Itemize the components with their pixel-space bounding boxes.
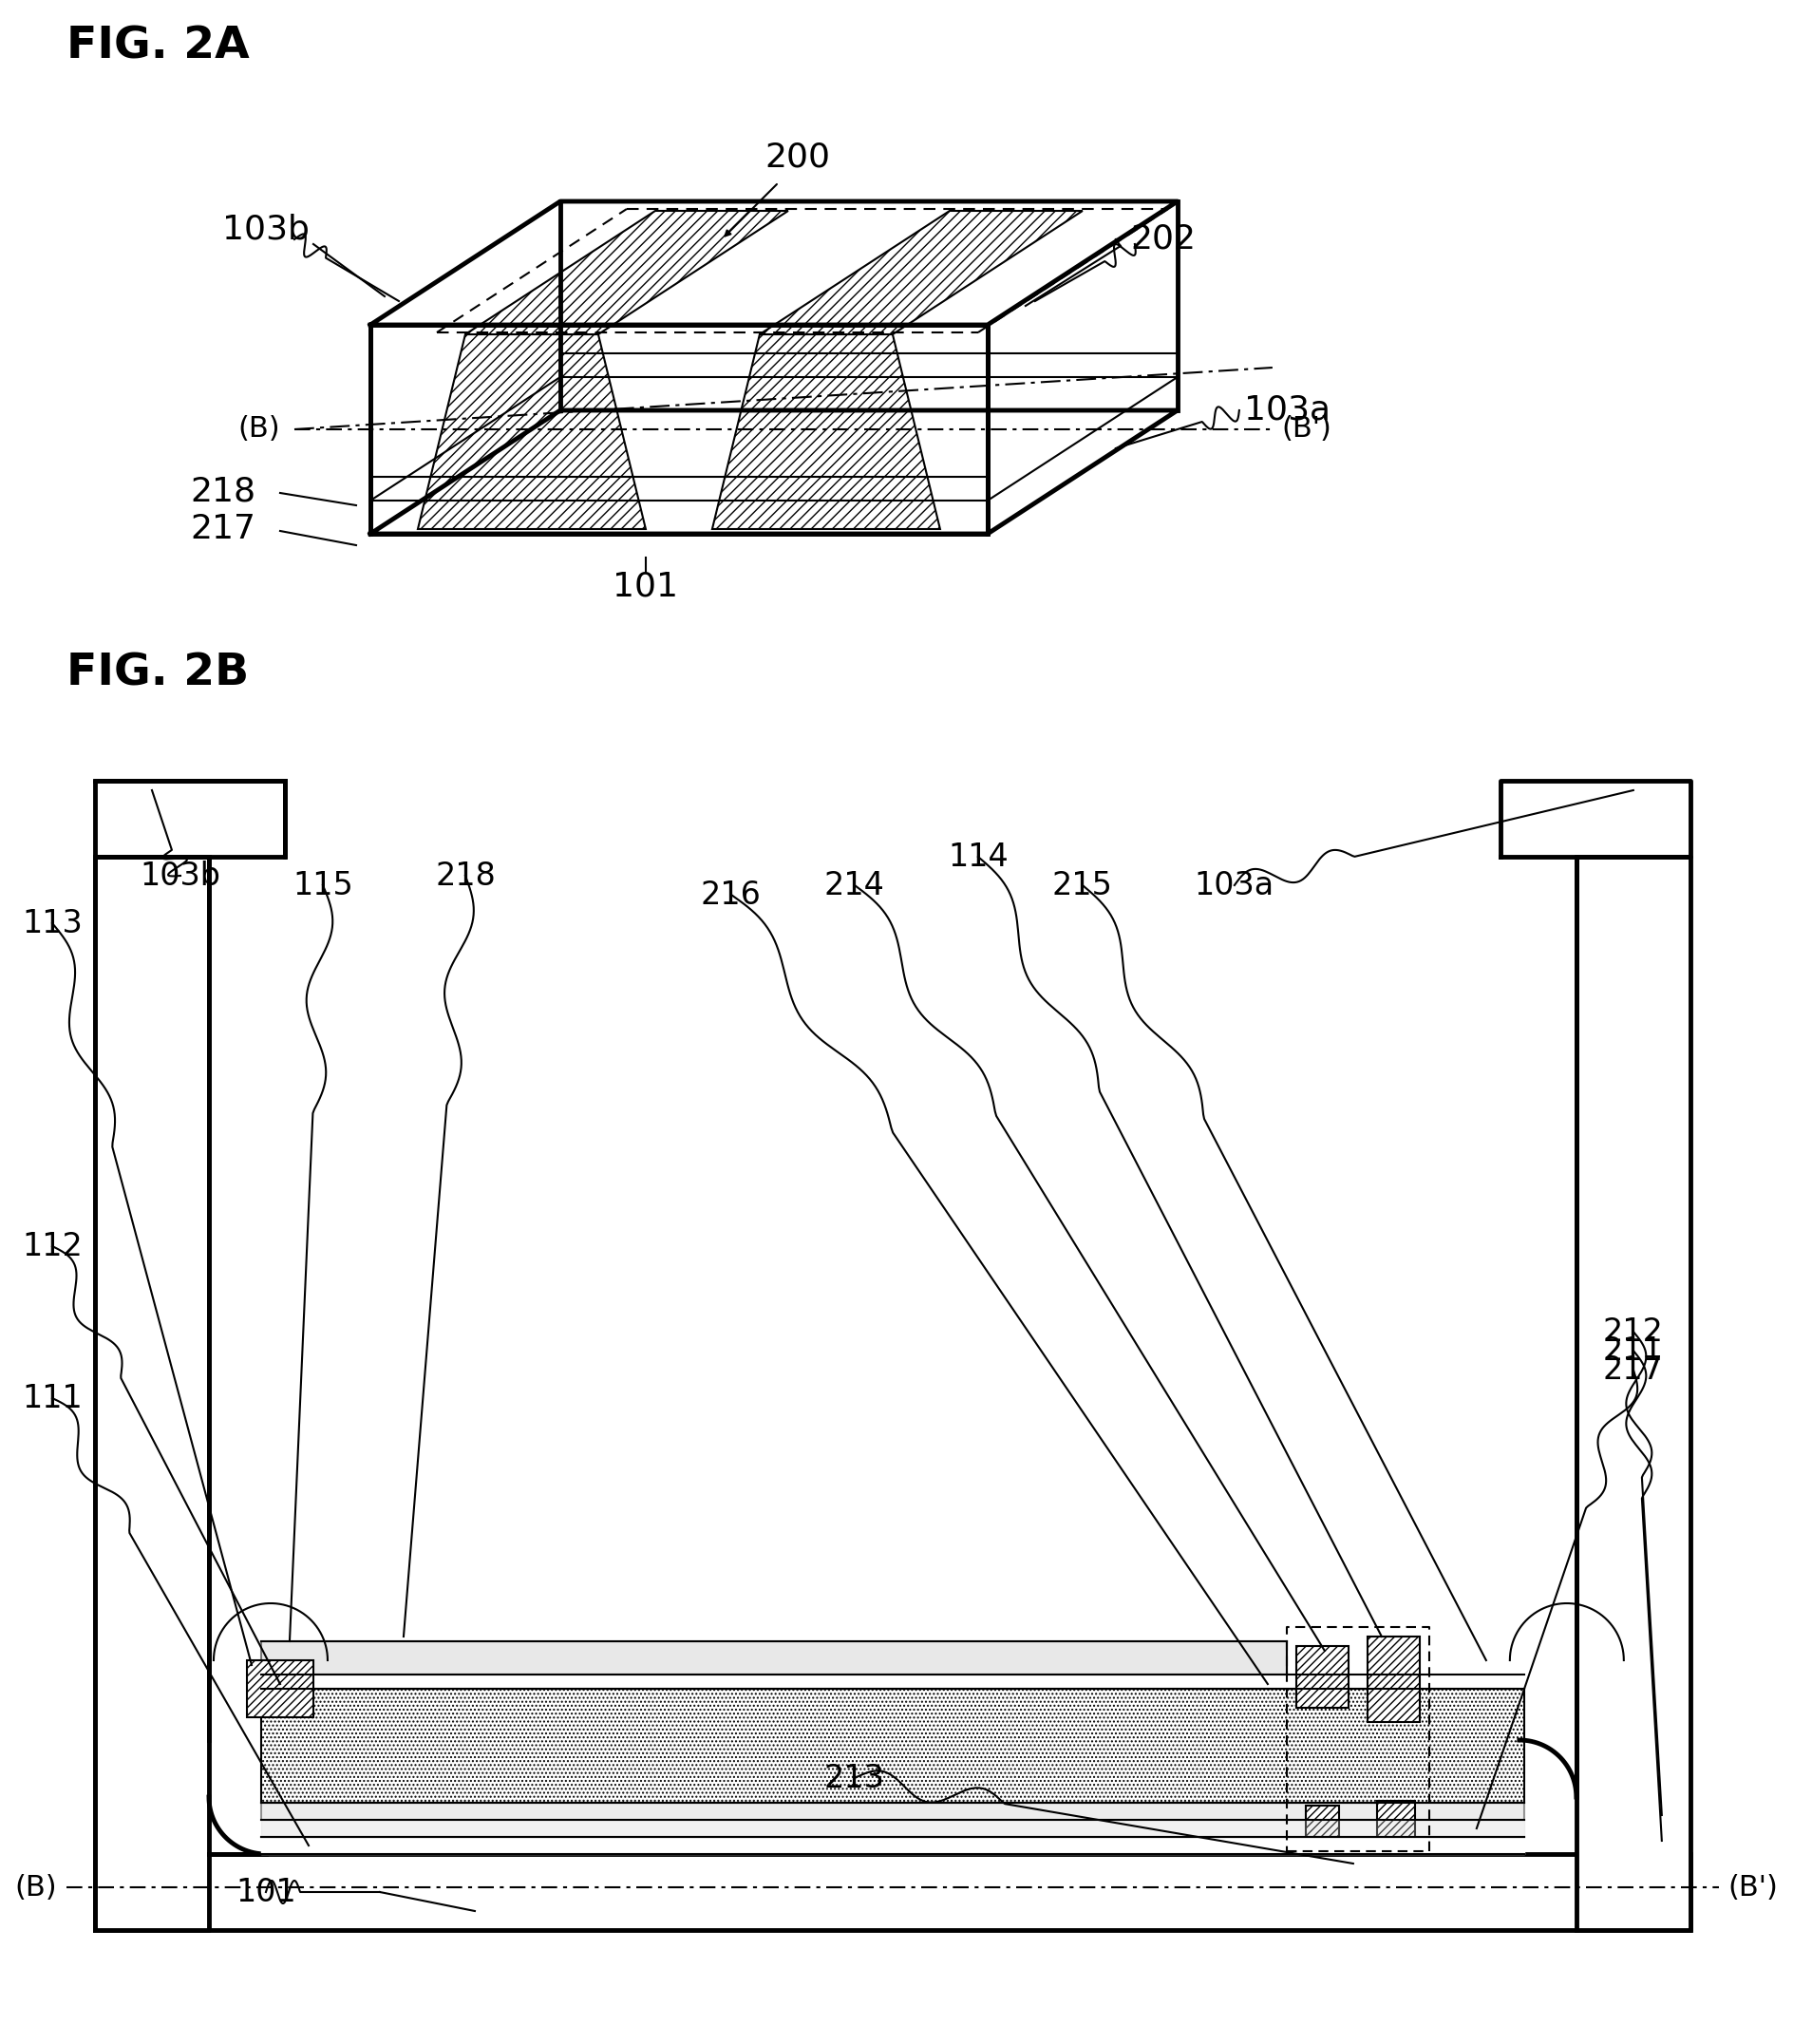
Text: 215: 215 [1052, 869, 1113, 901]
Polygon shape [1368, 1637, 1420, 1721]
Text: 217: 217 [190, 513, 256, 546]
Text: 218: 218 [436, 861, 495, 891]
Text: (B'): (B') [1282, 415, 1332, 444]
Text: 214: 214 [825, 869, 886, 901]
Polygon shape [1501, 781, 1691, 856]
Text: 111: 111 [22, 1382, 82, 1414]
Polygon shape [712, 335, 940, 529]
Polygon shape [418, 335, 645, 529]
Text: 101: 101 [235, 1876, 296, 1907]
Text: 218: 218 [190, 474, 256, 507]
Text: (B): (B) [14, 1874, 57, 1901]
Text: 200: 200 [766, 141, 830, 174]
Text: FIG. 2B: FIG. 2B [66, 652, 249, 695]
Text: 202: 202 [1130, 223, 1196, 256]
Polygon shape [1305, 1805, 1339, 1838]
Text: 114: 114 [948, 840, 1008, 873]
Text: 103a: 103a [1244, 394, 1330, 427]
Text: 113: 113 [22, 908, 82, 938]
Text: 101: 101 [613, 570, 678, 603]
Polygon shape [760, 211, 1083, 335]
Text: 115: 115 [292, 869, 353, 901]
Polygon shape [1576, 856, 1691, 1930]
Text: FIG. 2A: FIG. 2A [66, 27, 249, 67]
Text: (B): (B) [238, 415, 280, 444]
Polygon shape [262, 1803, 1524, 1819]
Text: 103a: 103a [1194, 869, 1275, 901]
Polygon shape [95, 856, 210, 1930]
Text: 103b: 103b [222, 215, 310, 245]
Polygon shape [95, 1854, 1691, 1930]
Polygon shape [247, 1660, 314, 1717]
Polygon shape [262, 1641, 1287, 1674]
Text: 103b: 103b [140, 861, 221, 891]
Text: 112: 112 [22, 1230, 82, 1261]
Text: 212: 212 [1603, 1316, 1664, 1347]
Polygon shape [1296, 1645, 1348, 1709]
Polygon shape [466, 211, 789, 335]
Text: 216: 216 [701, 879, 762, 910]
Text: 211: 211 [1603, 1335, 1664, 1365]
Polygon shape [1377, 1801, 1415, 1842]
Text: 213: 213 [825, 1762, 886, 1795]
Text: 217: 217 [1603, 1353, 1664, 1386]
Polygon shape [95, 781, 285, 856]
Polygon shape [262, 1688, 1524, 1803]
Text: (B'): (B') [1728, 1874, 1779, 1901]
